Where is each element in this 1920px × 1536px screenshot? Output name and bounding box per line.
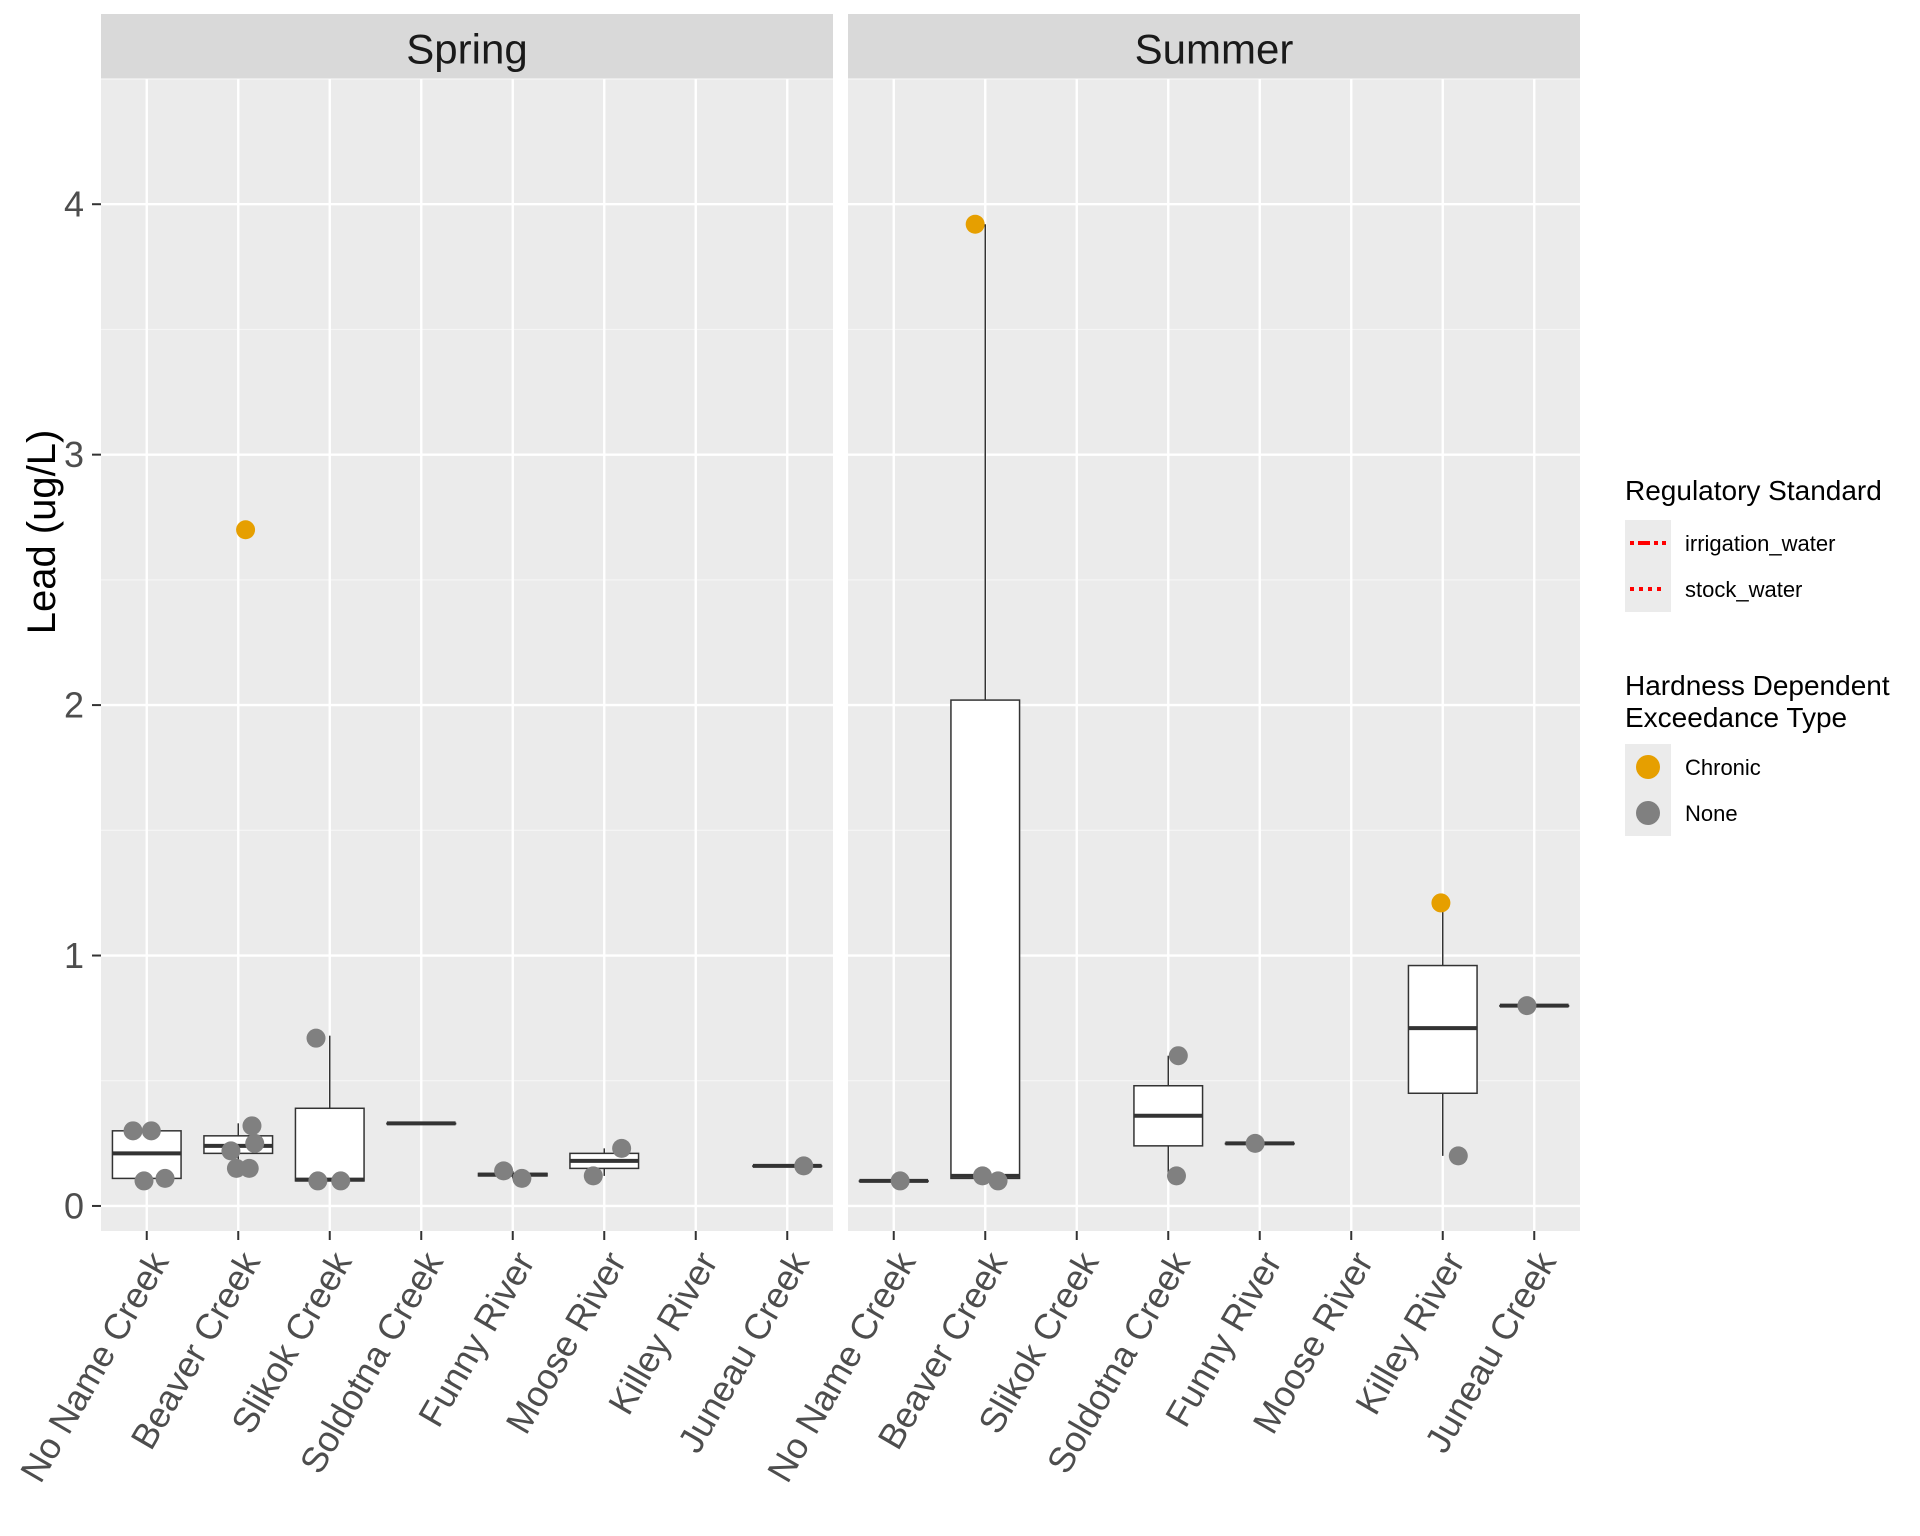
y-tick-label: 4 <box>64 184 84 225</box>
point-spring-no-name-creek-none <box>134 1171 154 1191</box>
point-spring-moose-river-none <box>612 1138 632 1158</box>
point-spring-funny-river-none <box>512 1168 532 1188</box>
legend-label-none: None <box>1685 801 1738 826</box>
point-summer-no-name-creek-none <box>890 1171 910 1191</box>
point-spring-funny-river-none <box>494 1161 514 1181</box>
facet-label-spring: Spring <box>406 26 527 73</box>
point-summer-beaver-creek-none <box>973 1166 993 1186</box>
y-tick-label: 2 <box>64 685 84 726</box>
legend-title-line-1: Hardness Dependent <box>1625 670 1890 701</box>
point-summer-killey-river-chronic <box>1431 893 1451 913</box>
point-spring-no-name-creek-none <box>155 1168 175 1188</box>
facet-strip-spring <box>101 14 833 79</box>
legend-exceedance-type: Hardness Dependent Exceedance Type Chron… <box>1625 670 1897 836</box>
point-spring-slikok-creek-none <box>306 1028 326 1048</box>
point-spring-slikok-creek-none <box>331 1171 351 1191</box>
facet-label-summer: Summer <box>1135 26 1294 73</box>
legend-label-irrigation-water: irrigation_water <box>1685 531 1835 556</box>
point-spring-no-name-creek-none <box>123 1121 143 1141</box>
box-summer-soldotna-creek <box>1133 1055 1204 1176</box>
point-summer-soldotna-creek-none <box>1166 1166 1186 1186</box>
y-tick-label: 3 <box>64 434 84 475</box>
point-summer-soldotna-creek-none <box>1168 1046 1188 1066</box>
legend-point-none <box>1636 801 1660 825</box>
point-spring-beaver-creek-none <box>239 1158 259 1178</box>
point-summer-juneau-creek-none <box>1517 996 1537 1016</box>
point-spring-beaver-creek-none <box>242 1116 262 1136</box>
box-spring-soldotna-creek <box>386 1121 457 1126</box>
y-tick-label: 0 <box>64 1185 84 1226</box>
box-body <box>950 699 1021 1180</box>
point-spring-slikok-creek-none <box>308 1171 328 1191</box>
panel-background-spring <box>101 79 833 1231</box>
point-summer-beaver-creek-chronic <box>965 214 985 234</box>
point-spring-beaver-creek-none <box>245 1133 265 1153</box>
y-axis: 0 1 2 3 4 <box>64 184 101 1226</box>
box-spring-slikok-creek <box>294 1035 365 1182</box>
y-axis-title: Lead (ug/L) <box>20 430 64 635</box>
point-summer-funny-river-none <box>1245 1133 1265 1153</box>
legend-title-line-2: Exceedance Type <box>1625 702 1847 733</box>
point-spring-beaver-creek-chronic <box>236 520 256 540</box>
point-spring-juneau-creek-none <box>794 1156 814 1176</box>
box-summer-beaver-creek <box>950 224 1021 1181</box>
legend-point-chronic <box>1636 755 1660 779</box>
box-body <box>294 1107 365 1182</box>
point-spring-moose-river-none <box>583 1166 603 1186</box>
legend-label-chronic: Chronic <box>1685 755 1761 780</box>
legend-title-exceedance-type: Hardness Dependent Exceedance Type <box>1625 670 1897 733</box>
point-spring-no-name-creek-none <box>141 1121 161 1141</box>
facet-strip-summer <box>848 14 1580 79</box>
legend-title-regulatory-standard: Regulatory Standard <box>1625 475 1882 506</box>
box-summer-killey-river <box>1407 902 1478 1156</box>
y-tick-label: 1 <box>64 935 84 976</box>
point-summer-killey-river-none <box>1448 1146 1468 1166</box>
point-summer-beaver-creek-none <box>988 1171 1008 1191</box>
legend-label-stock-water: stock_water <box>1685 577 1802 602</box>
point-spring-beaver-creek-none <box>221 1141 241 1161</box>
legend-regulatory-standard: Regulatory Standard irrigation_water sto… <box>1625 475 1882 612</box>
